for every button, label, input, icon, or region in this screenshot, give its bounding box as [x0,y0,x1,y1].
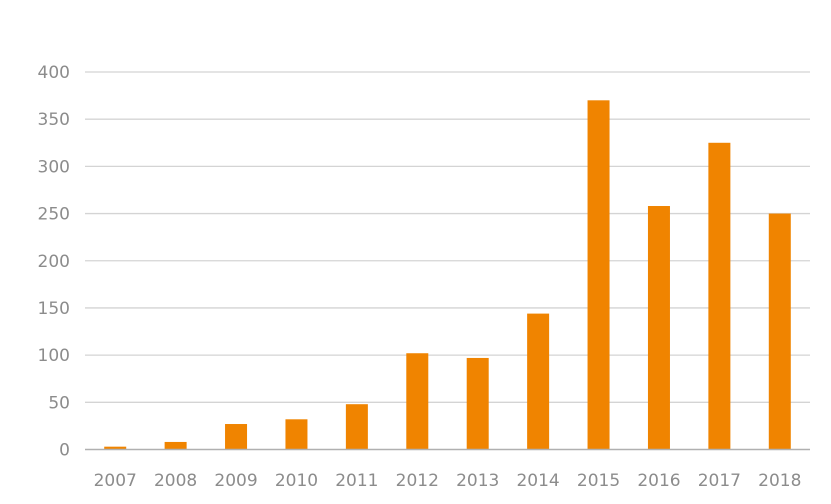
bar-2017 [708,142,731,450]
x-tick-label: 2014 [516,471,559,491]
x-tick-label: 2017 [698,471,741,491]
y-tick-label: 400 [38,63,70,83]
y-tick-label: 250 [38,205,70,225]
x-tick-label: 2008 [154,471,197,491]
x-tick-label: 2018 [758,471,801,491]
y-tick-label: 200 [38,252,70,272]
y-tick-label: 0 [59,441,70,461]
x-tick-label: 2010 [275,471,318,491]
bar-2015 [587,100,610,450]
y-tick-label: 300 [38,157,70,177]
bar-2011 [345,404,368,450]
x-tick-label: 2013 [456,471,499,491]
bar-2016 [647,206,670,450]
bar-2013 [466,357,489,450]
bar-2018 [768,213,791,450]
bar-2010 [285,419,308,450]
y-tick-label: 50 [48,393,70,413]
x-tick-label: 2009 [214,471,257,491]
x-tick-label: 2016 [637,471,680,491]
x-tick-label: 2011 [335,471,378,491]
bar-2007 [104,446,127,450]
y-tick-label: 350 [38,110,70,130]
x-tick-label: 2012 [396,471,439,491]
x-tick-label: 2007 [94,471,137,491]
y-tick-label: 150 [38,299,70,319]
bar-2009 [225,424,248,450]
bar-2008 [164,441,187,450]
x-tick-label: 2015 [577,471,620,491]
bar-2014 [527,313,550,450]
bar-2012 [406,353,429,450]
y-tick-label: 100 [38,346,70,366]
